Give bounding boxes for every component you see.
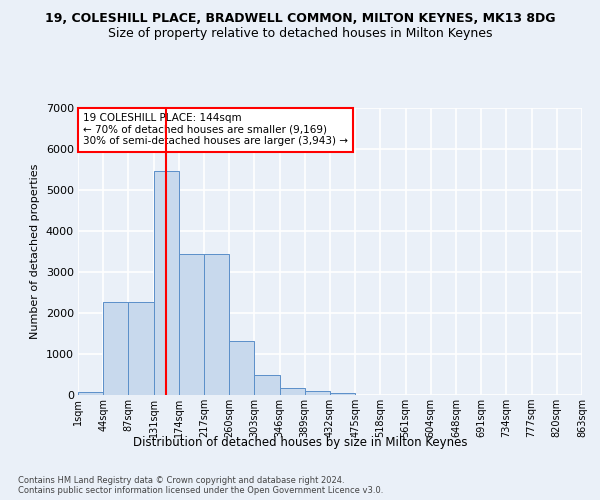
Bar [254,376,280,395]
Text: Contains HM Land Registry data © Crown copyright and database right 2024.
Contai: Contains HM Land Registry data © Crown c… [18,476,383,495]
Bar [204,254,229,395]
Bar [330,392,355,395]
Bar [179,254,204,395]
Bar [154,171,179,395]
Text: 19, COLESHILL PLACE, BRADWELL COMMON, MILTON KEYNES, MK13 8DG: 19, COLESHILL PLACE, BRADWELL COMMON, MI… [45,12,555,26]
Y-axis label: Number of detached properties: Number of detached properties [30,164,40,339]
Text: Distribution of detached houses by size in Milton Keynes: Distribution of detached houses by size … [133,436,467,449]
Text: 19 COLESHILL PLACE: 144sqm
← 70% of detached houses are smaller (9,169)
30% of s: 19 COLESHILL PLACE: 144sqm ← 70% of deta… [83,114,348,146]
Bar [103,302,128,395]
Bar [78,392,103,395]
Bar [305,391,330,395]
Bar [280,388,305,395]
Bar [229,341,254,395]
Text: Size of property relative to detached houses in Milton Keynes: Size of property relative to detached ho… [108,28,492,40]
Bar [128,302,154,395]
